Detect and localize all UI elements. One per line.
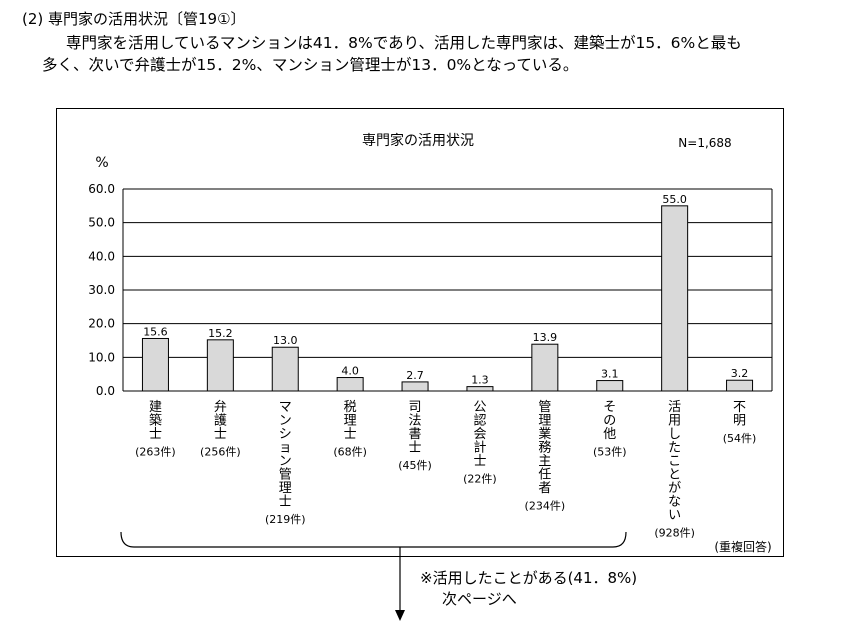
- footnote-line-1: ※活用したことがある(41．8%): [420, 569, 638, 587]
- bar-value-label: 13.9: [533, 331, 558, 344]
- category-count-label: (68件): [333, 446, 367, 459]
- labels: 0.0 10.0 20.0 30.0 40.0 50.0 60.0 15.6 建築士 (263件)…: [88, 182, 756, 540]
- y-tick-label: 20.0: [88, 317, 115, 331]
- y-tick-label: 30.0: [88, 283, 115, 297]
- category-count-label: (54件): [723, 432, 757, 445]
- category-label: 司法書士: [409, 400, 422, 456]
- y-tick-label: 40.0: [88, 249, 115, 263]
- bar-value-label: 15.2: [208, 327, 233, 340]
- category-label: 建築士: [149, 400, 162, 442]
- bar-value-label: 4.0: [341, 365, 359, 378]
- y-tick-label: 60.0: [88, 182, 115, 196]
- category-count-label: (53件): [593, 446, 627, 459]
- category-count-label: (22件): [463, 473, 497, 486]
- y-tick-label: 50.0: [88, 216, 115, 230]
- category-label: マンション管理士: [279, 400, 292, 510]
- bar-value-label: 55.0: [662, 193, 687, 206]
- bar: [661, 205, 689, 392]
- y-axis-unit: %: [95, 155, 108, 171]
- category-count-label: (219件): [265, 513, 306, 526]
- bar-value-label: 1.3: [471, 374, 489, 387]
- footnote-next-page: 次ページへ: [442, 590, 517, 608]
- bar-chart: 0.0 10.0 20.0 30.0 40.0 50.0 60.0 15.6 建築士 (263件)…: [88, 132, 773, 554]
- category-label: 不明: [733, 400, 746, 429]
- y-tick-label: 0.0: [96, 384, 115, 398]
- bar: [531, 343, 559, 392]
- bar: [726, 379, 754, 392]
- intro-line-1: 専門家を活用しているマンションは41．8%であり、活用した専門家は、建築士が15…: [66, 34, 742, 52]
- category-label: 弁護士: [214, 400, 227, 442]
- intro-paragraph: 専門家を活用しているマンションは41．8%であり、活用した専門家は、建築士が15…: [42, 32, 842, 76]
- bar: [401, 381, 429, 392]
- bar: [206, 339, 234, 392]
- category-label: 管理業務主任者: [538, 400, 551, 496]
- bar: [336, 377, 364, 392]
- intro-line-2: 多く、次いで弁護士が15．2%、マンション管理士が13．0%となっている。: [42, 56, 579, 74]
- arrow-down-icon: [395, 610, 405, 621]
- bracket-line: [120, 531, 627, 548]
- category-label: その他: [603, 400, 616, 442]
- bar: [141, 337, 169, 392]
- bar-value-label: 3.2: [731, 367, 749, 380]
- footnote: ※活用したことがある(41．8%) 次ページへ: [420, 568, 637, 610]
- chart-frame: 0.0 10.0 20.0 30.0 40.0 50.0 60.0 15.6 建築士 (263件)…: [56, 108, 784, 557]
- bar: [466, 386, 494, 392]
- multiple-answer-note: (重複回答): [714, 539, 771, 554]
- category-label: 活用したことがない: [668, 400, 681, 523]
- bars: [141, 205, 754, 392]
- sample-size-label: N=1,688: [678, 136, 731, 150]
- chart-title: 専門家の活用状況: [362, 132, 474, 149]
- bar: [596, 380, 624, 392]
- category-count-label: (256件): [200, 446, 241, 459]
- category-label: 公認会計士: [473, 400, 486, 469]
- category-count-label: (45件): [398, 459, 432, 472]
- category-label: 税理士: [344, 400, 357, 442]
- section-heading: (2) 専門家の活用状況〔管19①〕: [22, 10, 246, 28]
- bar: [271, 346, 299, 392]
- category-count-label: (928件): [654, 527, 695, 540]
- category-count-label: (234件): [525, 500, 566, 513]
- bar-value-label: 15.6: [143, 325, 168, 338]
- bar-value-label: 13.0: [273, 334, 298, 347]
- y-tick-label: 10.0: [88, 350, 115, 364]
- bar-value-label: 3.1: [601, 368, 619, 381]
- category-count-label: (263件): [135, 446, 176, 459]
- bar-value-label: 2.7: [406, 369, 424, 382]
